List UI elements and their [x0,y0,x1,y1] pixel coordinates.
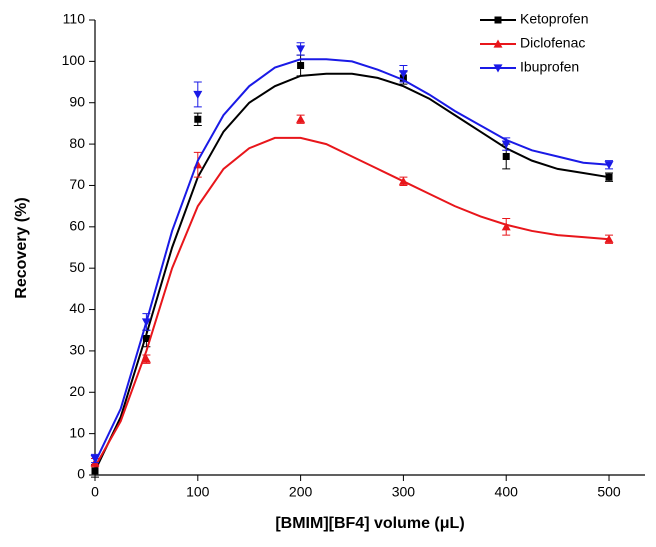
x-tick-label: 500 [597,484,621,500]
y-tick-label: 60 [69,218,85,234]
legend-marker [493,39,503,48]
y-axis-label: Recovery (%) [13,197,30,298]
x-tick-label: 0 [91,484,99,500]
y-tick-label: 80 [69,135,85,151]
x-tick-label: 300 [392,484,416,500]
y-tick-label: 40 [69,300,85,316]
data-point [604,161,614,170]
y-tick-label: 30 [69,342,85,358]
data-point [502,153,510,160]
data-point [194,115,202,123]
fit-curve [94,58,610,464]
y-tick-label: 70 [69,176,85,192]
y-tick-label: 50 [69,259,85,275]
data-point [193,90,203,99]
legend-marker [493,64,503,73]
data-point [297,62,305,69]
y-tick-label: 20 [69,383,85,399]
data-point [605,173,613,181]
fit-curve [94,72,610,472]
data-point [501,140,511,149]
y-tick-label: 90 [69,93,85,109]
x-tick-label: 100 [186,484,210,500]
data-point [398,176,408,185]
legend-label: Diclofenac [520,35,585,51]
data-point [501,222,511,231]
y-tick-label: 10 [69,424,85,440]
y-tick-label: 100 [62,52,86,68]
data-point [90,454,100,463]
y-tick-label: 0 [77,466,85,482]
data-point [91,467,99,475]
data-point [398,70,408,79]
data-point [142,335,150,342]
data-point [604,234,614,243]
x-tick-label: 400 [495,484,519,500]
x-tick-label: 200 [289,484,313,500]
legend-label: Ketoprofen [520,11,589,27]
data-point [296,114,306,123]
x-axis-label: [BMIM][BF4] volume (μL) [275,515,464,532]
legend-label: Ibuprofen [520,59,579,75]
data-point [141,354,151,363]
data-point [141,318,151,327]
fit-curve [94,136,610,468]
legend-marker [494,16,502,24]
data-point [296,45,306,54]
y-tick-label: 110 [63,11,86,27]
